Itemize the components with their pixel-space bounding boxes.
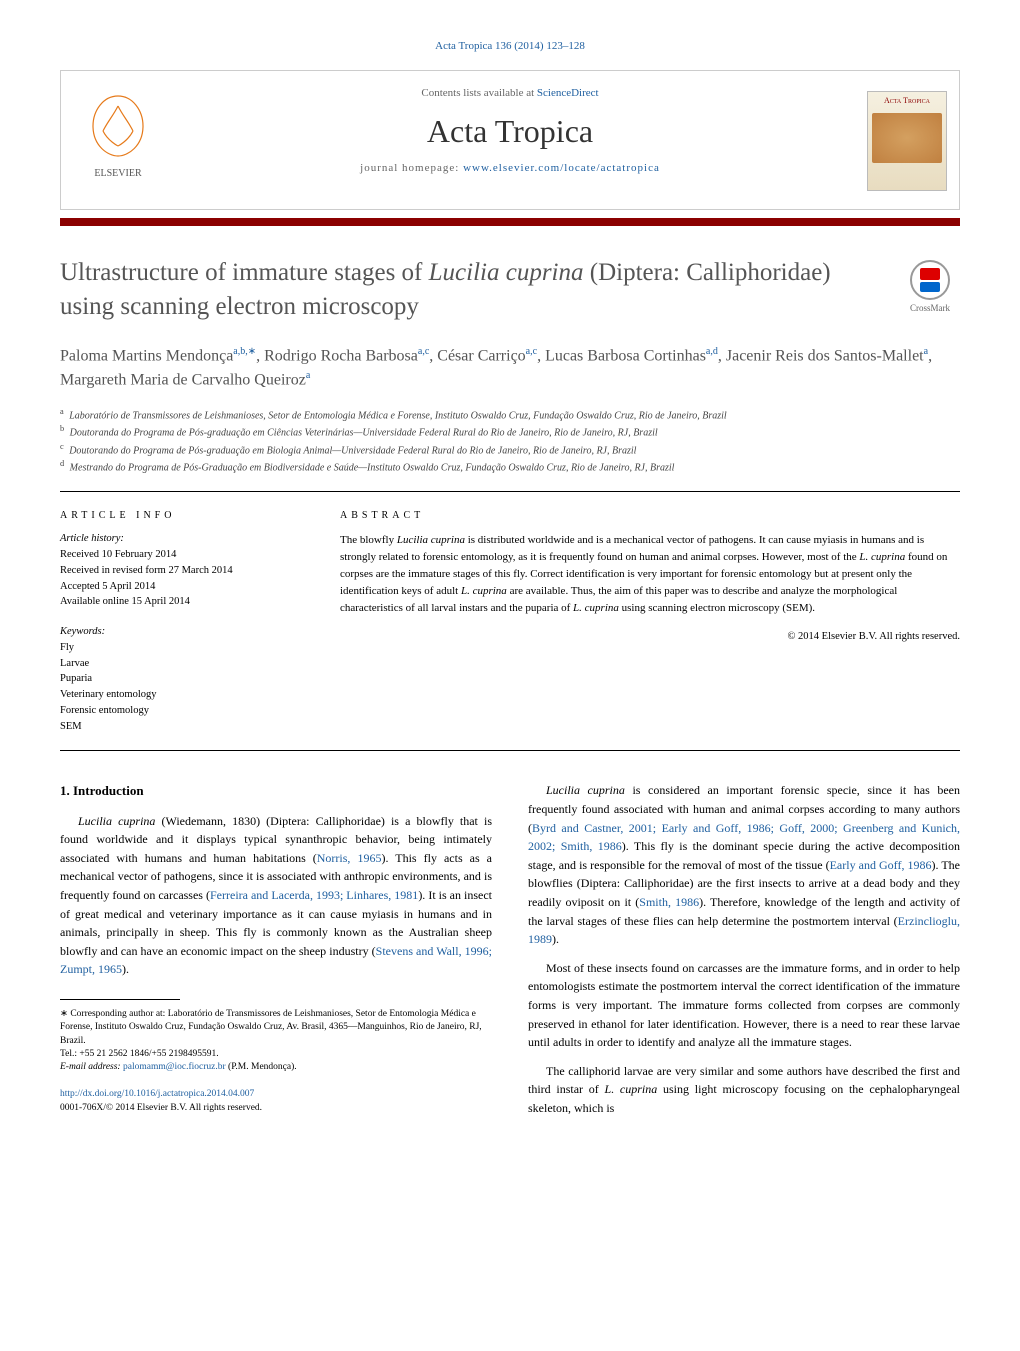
history-line: Received 10 February 2014 (60, 547, 300, 563)
article-info-heading: article info (60, 508, 300, 523)
affiliation-line: c Doutorando do Programa de Pós-graduaçã… (60, 441, 960, 458)
email-label: E-mail address: (60, 1062, 123, 1072)
email-name: (P.M. Mendonça). (226, 1062, 297, 1072)
affiliation-line: d Mestrando do Programa de Pós-Graduação… (60, 458, 960, 475)
intro-paragraph: Most of these insects found on carcasses… (528, 959, 960, 1052)
keyword: Forensic entomology (60, 703, 300, 719)
keyword: Veterinary entomology (60, 687, 300, 703)
article-info-block: article info Article history: Received 1… (60, 508, 300, 734)
history-line: Available online 15 April 2014 (60, 594, 300, 610)
history-heading: Article history: (60, 531, 300, 547)
cover-graphic (872, 113, 942, 163)
affiliation-line: b Doutoranda do Programa de Pós-graduaçã… (60, 423, 960, 440)
crossmark-label: CrossMark (900, 303, 960, 313)
keyword: Larvae (60, 656, 300, 672)
intro-paragraph: Lucilia cuprina is considered an importa… (528, 781, 960, 948)
sciencedirect-link[interactable]: ScienceDirect (537, 87, 599, 99)
doi-link[interactable]: http://dx.doi.org/10.1016/j.actatropica.… (60, 1089, 254, 1099)
cover-title: Acta Tropica (868, 92, 946, 109)
footnotes: ∗ Corresponding author at: Laboratório d… (60, 1008, 492, 1074)
accent-bar (60, 218, 960, 226)
abstract-block: abstract The blowfly Lucilia cuprina is … (340, 508, 960, 734)
keyword: SEM (60, 719, 300, 735)
history-line: Received in revised form 27 March 2014 (60, 563, 300, 579)
keywords-heading: Keywords: (60, 624, 300, 640)
corresponding-author-note: ∗ Corresponding author at: Laboratório d… (60, 1008, 492, 1048)
running-citation: Acta Tropica 136 (2014) 123–128 (60, 40, 960, 52)
footer-doi-line: http://dx.doi.org/10.1016/j.actatropica.… (60, 1088, 492, 1115)
corresponding-email-line: E-mail address: palomamm@ioc.fiocruz.br … (60, 1061, 492, 1074)
section-heading-introduction: 1. Introduction (60, 781, 492, 801)
abstract-heading: abstract (340, 508, 960, 524)
article-title: Ultrastructure of immature stages of Luc… (60, 256, 880, 324)
author-list: Paloma Martins Mendonçaa,b,∗, Rodrigo Ro… (60, 344, 960, 393)
journal-homepage-line: journal homepage: www.elsevier.com/locat… (61, 162, 959, 174)
contents-available-line: Contents lists available at ScienceDirec… (61, 87, 959, 99)
corresponding-tel: Tel.: +55 21 2562 1846/+55 2198495591. (60, 1048, 492, 1061)
contents-prefix: Contents lists available at (421, 87, 536, 99)
history-line: Accepted 5 April 2014 (60, 579, 300, 595)
crossmark-badge[interactable]: CrossMark (900, 260, 960, 320)
homepage-link[interactable]: www.elsevier.com/locate/actatropica (463, 162, 660, 174)
affiliation-line: a Laboratório de Transmissores de Leishm… (60, 406, 960, 423)
homepage-prefix: journal homepage: (360, 162, 463, 174)
column-right: Lucilia cuprina is considered an importa… (528, 781, 960, 1127)
elsevier-wordmark: ELSEVIER (73, 168, 163, 179)
intro-paragraph: The calliphorid larvae are very similar … (528, 1062, 960, 1118)
abstract-copyright: © 2014 Elsevier B.V. All rights reserved… (340, 629, 960, 645)
crossmark-icon (910, 260, 950, 300)
keyword: Fly (60, 640, 300, 656)
column-left: 1. Introduction Lucilia cuprina (Wiedema… (60, 781, 492, 1127)
email-link[interactable]: palomamm@ioc.fiocruz.br (123, 1062, 226, 1072)
journal-name: Acta Tropica (61, 113, 959, 150)
issn-copyright: 0001-706X/© 2014 Elsevier B.V. All right… (60, 1103, 262, 1113)
footnote-separator (60, 999, 180, 1000)
keyword: Puparia (60, 671, 300, 687)
journal-cover-thumbnail: Acta Tropica (867, 91, 947, 191)
journal-header: ELSEVIER Contents lists available at Sci… (60, 70, 960, 210)
affiliations: a Laboratório de Transmissores de Leishm… (60, 406, 960, 475)
abstract-text: The blowfly Lucilia cuprina is distribut… (340, 532, 960, 617)
intro-paragraph: Lucilia cuprina (Wiedemann, 1830) (Dipte… (60, 812, 492, 979)
elsevier-logo: ELSEVIER (73, 91, 163, 191)
